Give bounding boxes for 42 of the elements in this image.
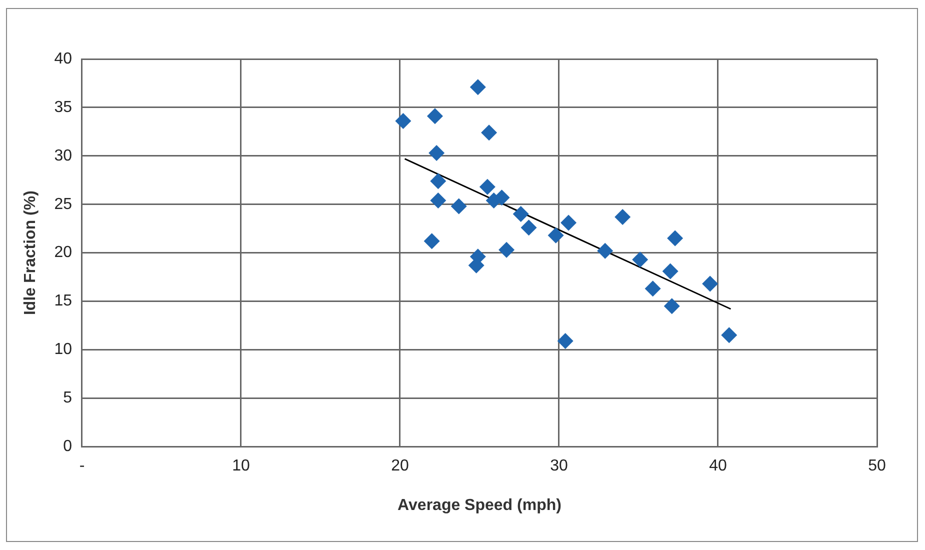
point bbox=[614, 208, 631, 225]
y-tick-label: 25 bbox=[54, 196, 72, 213]
y-tick-label: 15 bbox=[54, 292, 72, 310]
point bbox=[721, 327, 738, 344]
point bbox=[664, 298, 680, 314]
x-tick-label: 30 bbox=[550, 458, 568, 475]
x-tick-label: 50 bbox=[868, 458, 886, 475]
x-tick-label: 10 bbox=[232, 458, 250, 475]
x-axis-title: Average Speed (mph) bbox=[398, 496, 562, 514]
y-tick-label: 30 bbox=[54, 147, 72, 164]
y-tick-label: 5 bbox=[63, 390, 72, 407]
point bbox=[430, 192, 446, 208]
y-tick-label: 10 bbox=[54, 341, 72, 358]
point bbox=[481, 124, 498, 141]
point bbox=[557, 332, 574, 349]
point bbox=[424, 233, 440, 250]
point bbox=[428, 144, 445, 161]
point bbox=[430, 173, 446, 190]
point bbox=[395, 113, 412, 130]
point bbox=[667, 230, 684, 246]
y-tick-label: 35 bbox=[54, 98, 72, 116]
point bbox=[560, 214, 577, 231]
y-tick-label: 0 bbox=[63, 438, 72, 456]
x-tick-label: 20 bbox=[391, 458, 409, 475]
point bbox=[597, 242, 614, 259]
point bbox=[512, 206, 529, 222]
point bbox=[702, 276, 718, 292]
point bbox=[548, 227, 564, 244]
point bbox=[644, 280, 661, 297]
y-tick-label: 20 bbox=[54, 244, 72, 262]
point bbox=[470, 79, 486, 96]
point bbox=[498, 242, 515, 258]
y-tick-label: 40 bbox=[54, 50, 72, 68]
point bbox=[632, 252, 648, 268]
x-tick-label: 40 bbox=[709, 458, 727, 475]
point bbox=[426, 108, 443, 124]
point bbox=[520, 220, 537, 236]
x-tick-label: - bbox=[79, 458, 85, 475]
point bbox=[479, 178, 496, 195]
point bbox=[450, 198, 467, 214]
point bbox=[662, 263, 678, 280]
y-axis-title: Idle Fraction (%) bbox=[22, 190, 40, 316]
